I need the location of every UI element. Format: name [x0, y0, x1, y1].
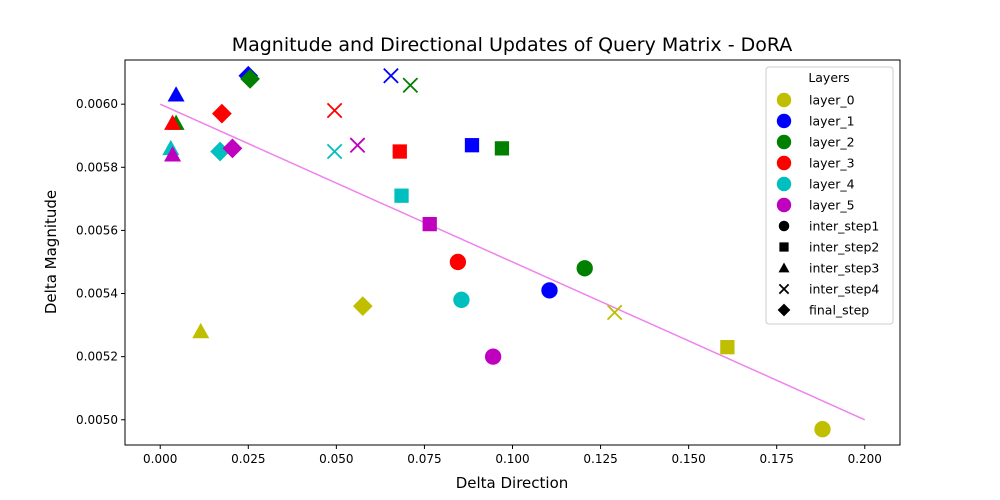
data-point-layer_1-inter_step2 — [464, 138, 480, 153]
data-point-layer_5-inter_step4 — [349, 137, 366, 153]
legend-marker-layer_5 — [776, 197, 792, 213]
data-point-layer_5-inter_step1 — [484, 348, 502, 365]
data-point-layer_2-inter_step4 — [402, 77, 419, 94]
data-point-layer_0-final_step — [352, 296, 373, 317]
legend-marker-inter_step2 — [779, 242, 789, 252]
legend-marker-inter_step1 — [778, 220, 790, 232]
legend-marker-inter_step4 — [778, 283, 790, 295]
data-point-layer_1-inter_step1 — [541, 282, 558, 299]
legend-marker-layer_2 — [776, 134, 792, 150]
y-tick-label: 0.0058 — [76, 160, 118, 174]
chart-title: Magnitude and Directional Updates of Que… — [232, 34, 793, 56]
data-point-layer_0-inter_step2 — [720, 340, 735, 355]
legend-marker-layer_1 — [776, 113, 792, 129]
legend-marker-layer_4 — [776, 176, 792, 192]
data-point-layer_1-inter_step3 — [167, 86, 185, 102]
legend-label-inter_step2: inter_step2 — [809, 240, 879, 255]
legend-title: Layers — [808, 70, 849, 85]
data-point-layer_0-inter_step4 — [606, 304, 623, 321]
x-axis-label: Delta Direction — [456, 474, 569, 492]
legend-label-inter_step3: inter_step3 — [809, 261, 879, 276]
y-tick-label: 0.0050 — [76, 413, 118, 427]
legend-marker-final_step — [777, 303, 791, 317]
x-tick-label: 0.075 — [407, 452, 441, 466]
legend-box — [765, 66, 894, 325]
data-point-layer_1-inter_step4 — [383, 68, 399, 84]
data-point-layer_3-inter_step1 — [449, 253, 467, 271]
data-point-layer_5-inter_step3 — [164, 146, 182, 162]
x-tick-label: 0.050 — [319, 452, 353, 466]
y-tick-label: 0.0056 — [76, 223, 118, 237]
y-axis-label: Delta Magnitude — [42, 190, 60, 314]
data-point-layer_3-inter_step4 — [326, 102, 343, 119]
data-point-layer_4-inter_step4 — [326, 143, 343, 160]
legend-marker-layer_3 — [776, 155, 792, 171]
data-point-layer_5-final_step — [222, 138, 243, 159]
legend-label-inter_step1: inter_step1 — [809, 219, 879, 234]
data-point-layer_0-inter_step3 — [192, 322, 210, 339]
x-tick-label: 0.025 — [231, 452, 265, 466]
data-point-layer_2-inter_step2 — [494, 141, 510, 156]
legend-label-layer_2: layer_2 — [809, 135, 855, 150]
legend-label-inter_step4: inter_step4 — [809, 282, 879, 297]
legend-label-layer_5: layer_5 — [809, 198, 855, 213]
legend-label-layer_4: layer_4 — [809, 177, 855, 192]
x-tick-label: 0.200 — [848, 452, 882, 466]
y-tick-label: 0.0060 — [76, 97, 118, 111]
y-tick-label: 0.0052 — [76, 350, 118, 364]
data-point-layer_4-inter_step2 — [394, 188, 409, 203]
legend-label-final_step: final_step — [809, 303, 869, 318]
x-tick-label: 0.175 — [760, 452, 794, 466]
legend-marker-inter_step3 — [778, 262, 790, 273]
plot-area — [159, 65, 866, 438]
legend-label-layer_0: layer_0 — [809, 93, 855, 108]
data-point-layer_4-inter_step1 — [453, 291, 470, 308]
data-point-layer_0-inter_step1 — [814, 421, 831, 438]
data-point-layer_2-inter_step1 — [576, 260, 593, 277]
data-point-layer_3-inter_step3 — [164, 114, 182, 130]
y-tick-label: 0.0054 — [76, 287, 118, 301]
y-axis: 0.0050 0.0052 0.0054 0.0056 0.0058 0.0060 — [76, 97, 125, 427]
x-tick-label: 0.100 — [495, 452, 529, 466]
trend-line — [159, 103, 866, 421]
x-tick-label: 0.125 — [583, 452, 617, 466]
legend: Layers layer_0 layer_1 layer_2 layer_3layer… — [765, 66, 894, 325]
legend-marker-layer_0 — [776, 92, 792, 108]
x-tick-label: 0.150 — [671, 452, 705, 466]
data-point-layer_2-final_step — [240, 69, 260, 89]
x-tick-label: 0.000 — [143, 452, 177, 466]
data-point-layer_3-final_step — [212, 103, 232, 124]
data-point-layer_3-inter_step2 — [392, 144, 407, 159]
legend-label-layer_1: layer_1 — [809, 114, 855, 129]
legend-label-layer_3: layer_3 — [809, 156, 855, 171]
x-axis: 0.000 0.025 0.050 0.075 0.100 0.125 0.150 0.175… — [143, 445, 882, 466]
data-point-layer_5-inter_step2 — [422, 216, 437, 232]
